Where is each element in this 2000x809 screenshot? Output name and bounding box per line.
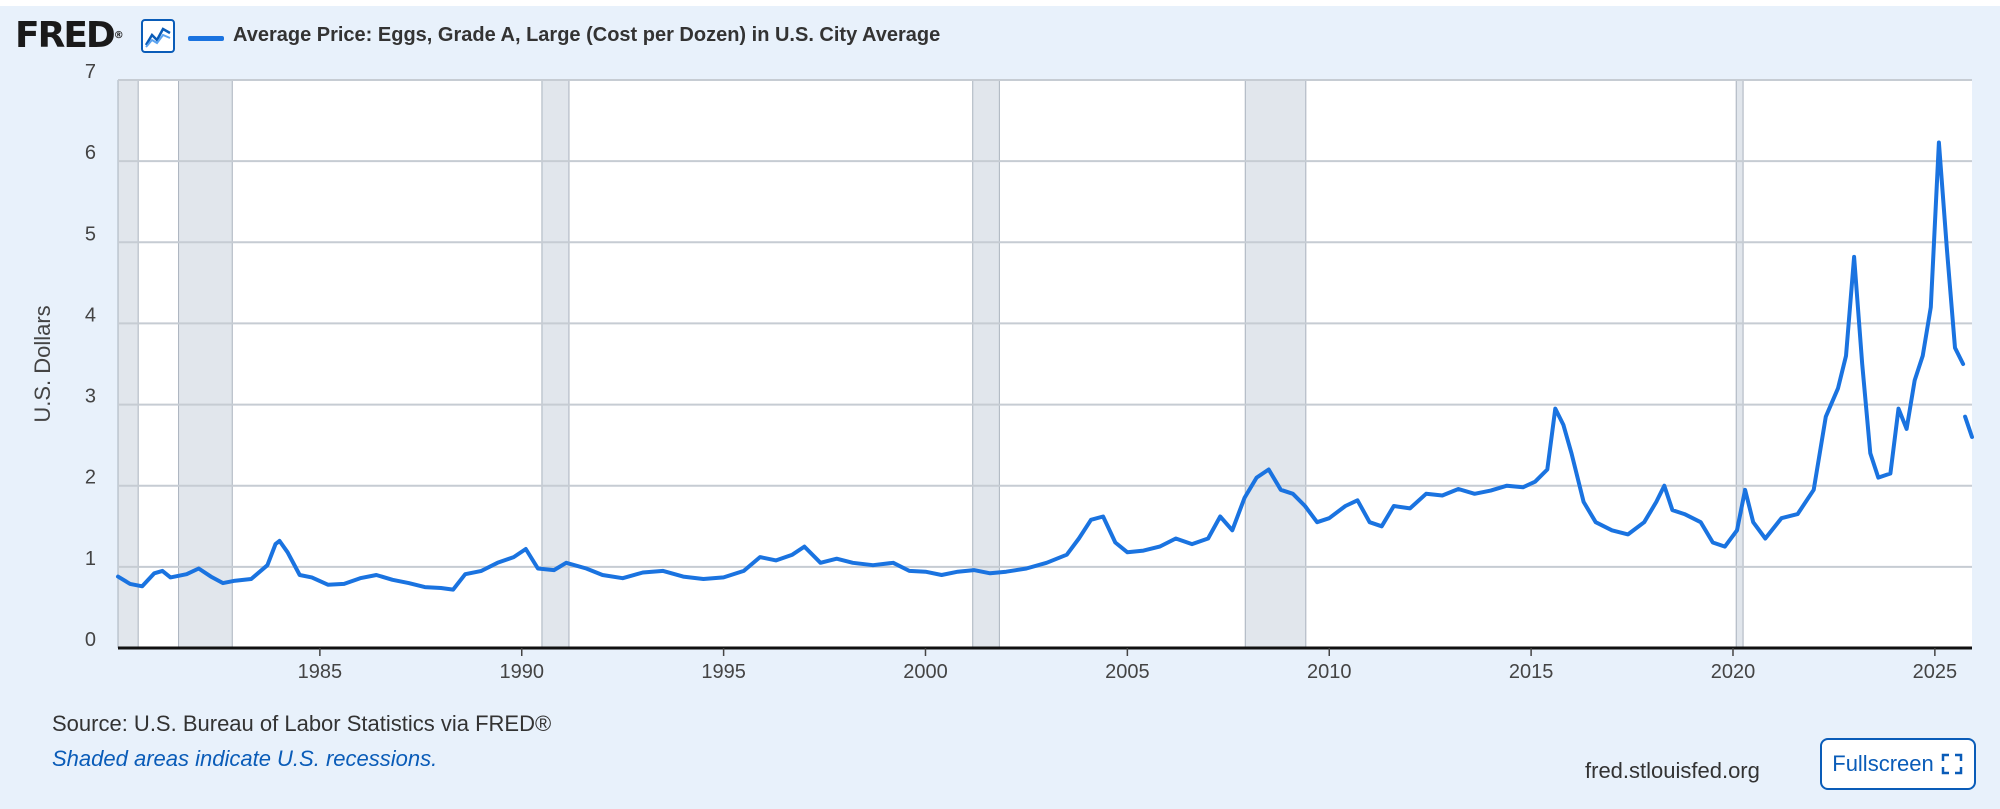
source-note: Source: U.S. Bureau of Labor Statistics … [52,711,552,736]
site-url[interactable]: fred.stlouisfed.org [1585,758,1760,783]
legend-label[interactable]: Average Price: Eggs, Grade A, Large (Cos… [233,24,941,46]
y-tick-label: 2 [85,467,96,489]
recession-band [541,80,569,648]
x-tick-label: 1990 [499,661,544,683]
x-tick-label: 1995 [701,661,746,683]
y-tick-label: 7 [85,61,96,83]
expand-icon [1941,753,1962,775]
recession-band [1736,80,1744,648]
legend-swatch [188,36,224,41]
x-tick-label: 2005 [1105,661,1150,683]
x-tick-label: 1985 [298,661,343,683]
y-tick-label: 5 [85,223,96,245]
x-tick-label: 2000 [903,661,948,683]
recession-band [178,80,233,648]
fred-logo[interactable]: FRED® [15,15,124,56]
y-tick-label: 0 [85,629,96,651]
y-tick-label: 4 [85,304,96,326]
y-tick-label: 3 [85,386,96,408]
recession-band [972,80,1000,648]
fullscreen-label: Fullscreen [1832,751,1934,776]
series-line [1963,414,1974,439]
y-tick-label: 1 [85,548,96,570]
x-tick-label: 2025 [1913,661,1958,683]
recession-band [1245,80,1306,648]
logo-registered-mark: ® [113,30,124,41]
recession-note: Shaded areas indicate U.S. recessions. [52,746,438,771]
plot-area [118,80,1972,648]
x-tick-label: 2015 [1509,661,1554,683]
y-tick-label: 6 [85,142,96,164]
y-axis-label: U.S. Dollars [30,305,55,422]
fullscreen-button[interactable]: Fullscreen [1820,738,1976,790]
x-tick-label: 2010 [1307,661,1352,683]
x-tick-label: 2020 [1711,661,1756,683]
line-graph-icon [141,19,175,53]
series-line [116,140,1966,592]
recession-band [118,80,139,648]
